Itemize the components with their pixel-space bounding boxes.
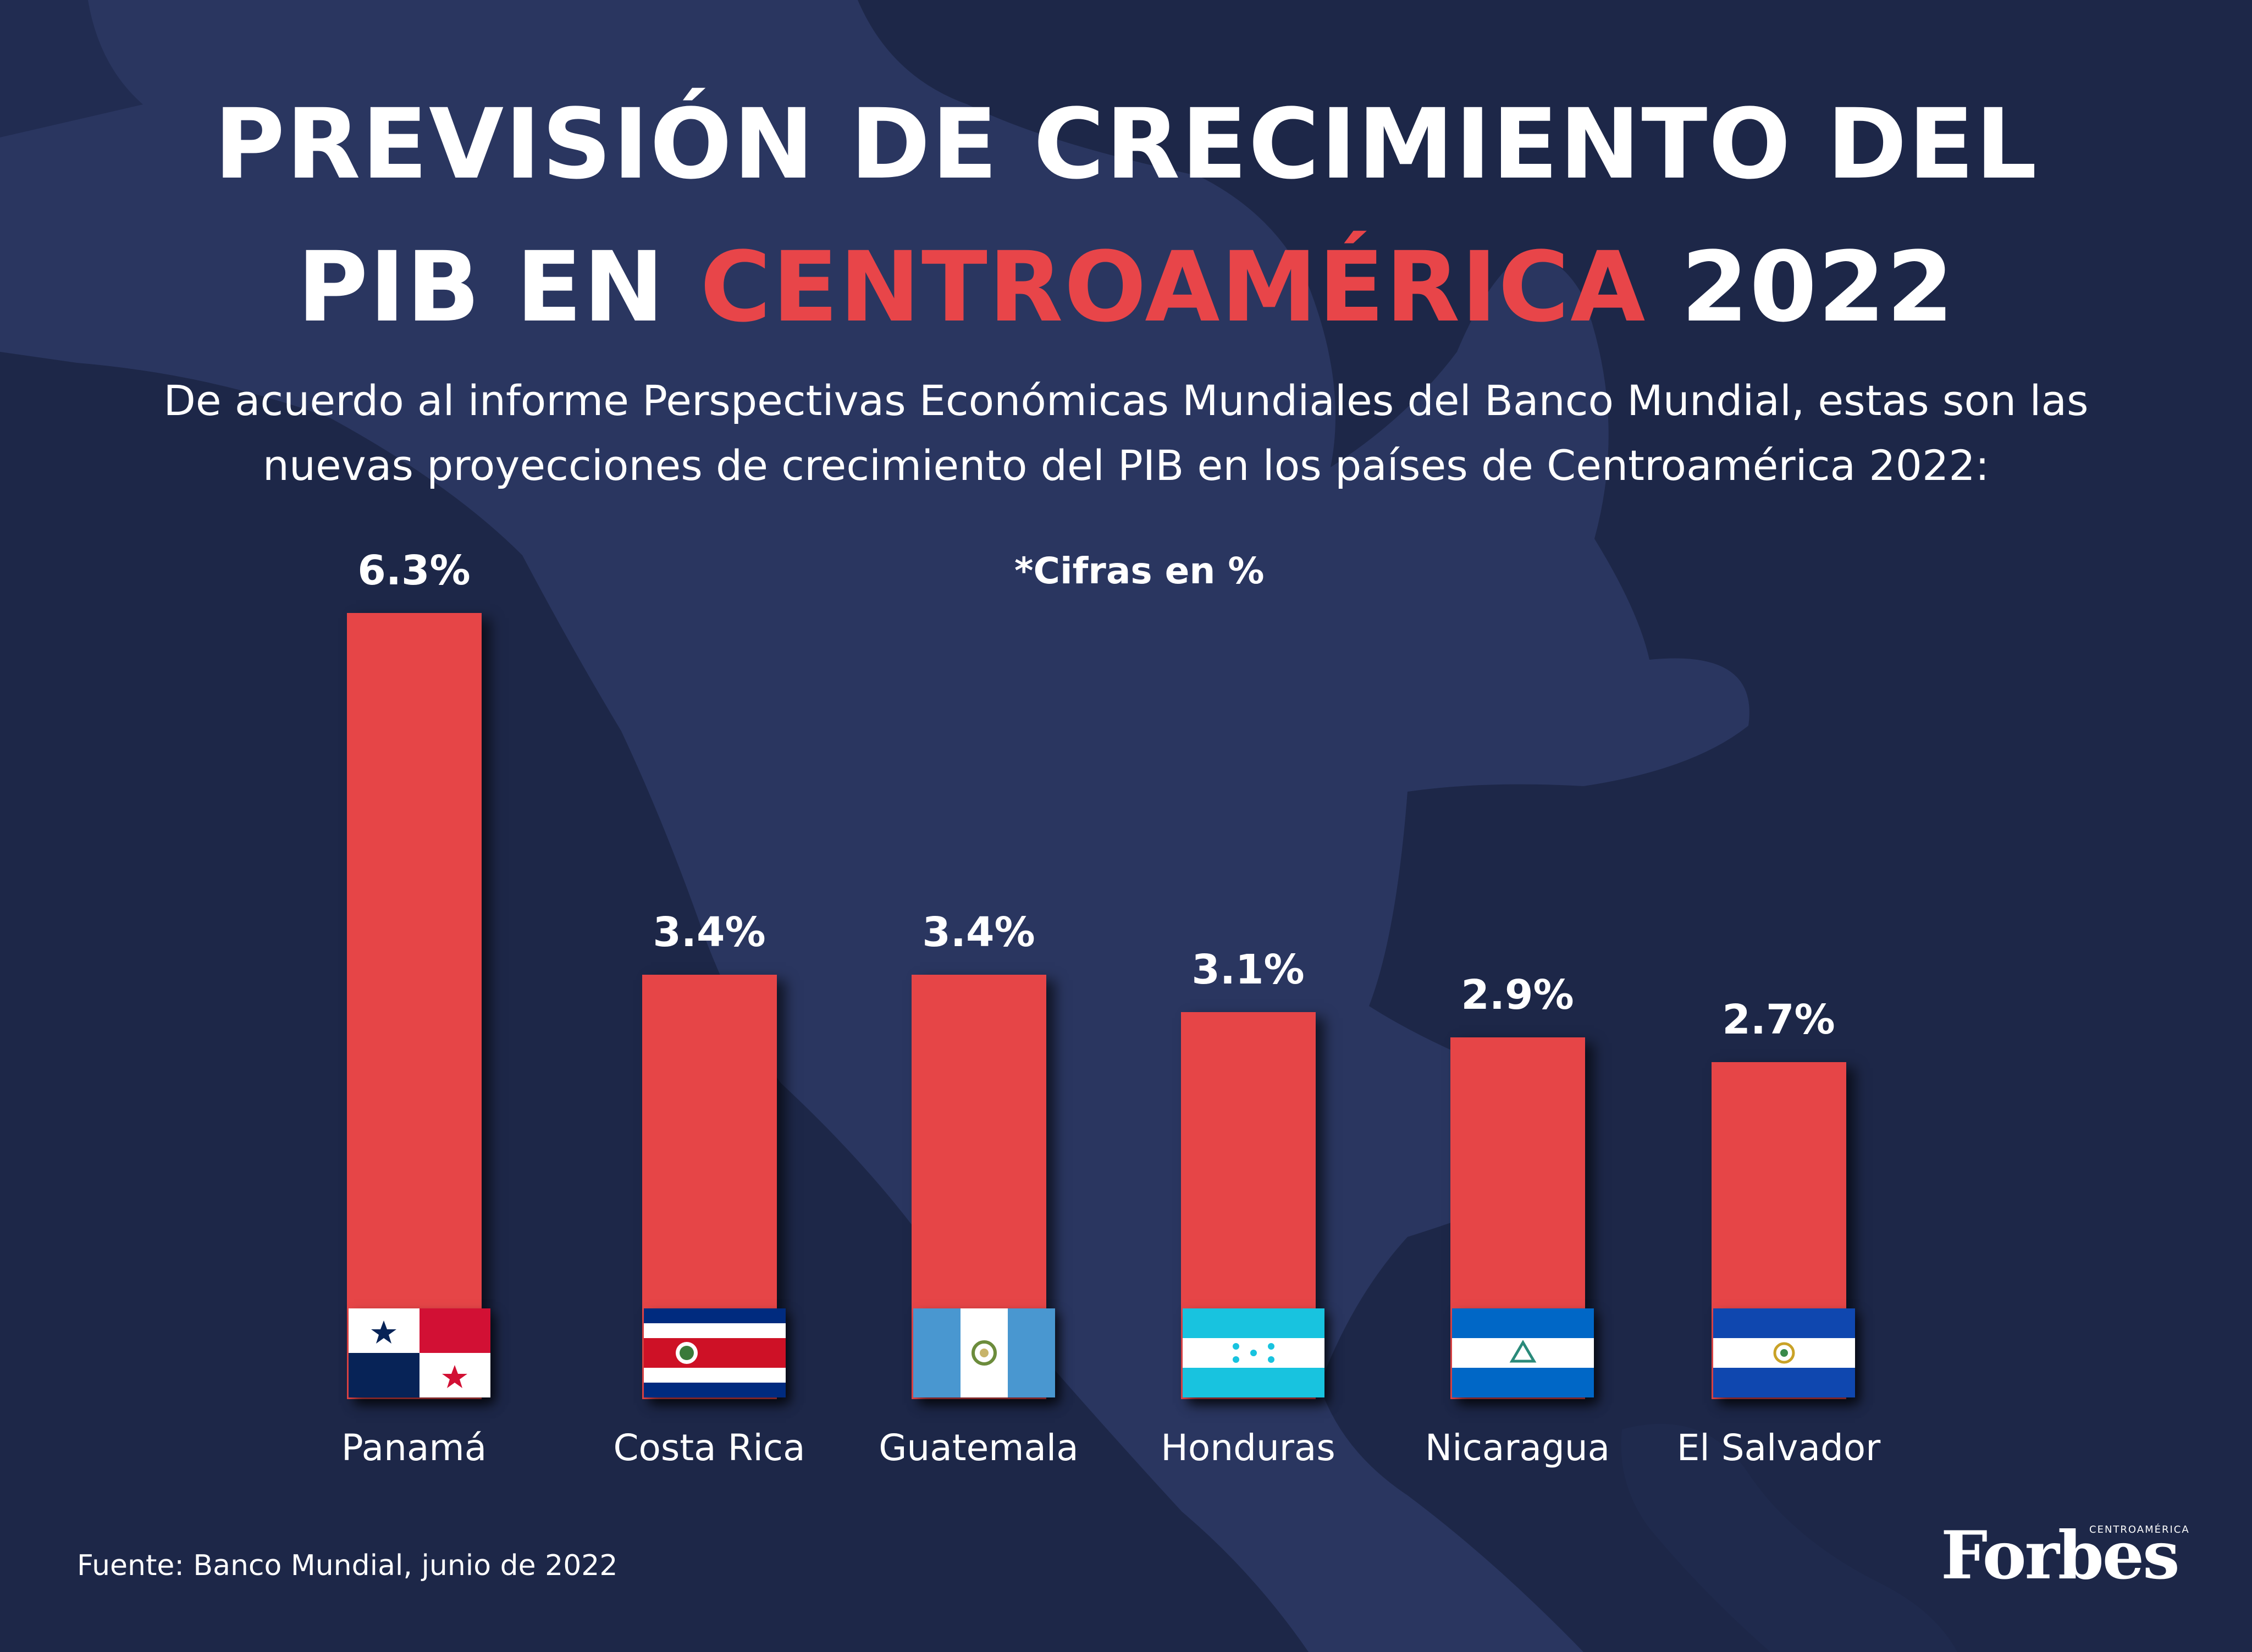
data-label-2: 3.4%: [653, 909, 766, 956]
subtitle-line-2: nuevas proyecciones de crecimiento del P…: [262, 441, 1990, 490]
nicaragua-flag-icon: [1452, 1308, 1594, 1397]
title-year: 2022: [1681, 231, 1955, 344]
category-label-5: Nicaragua: [1425, 1427, 1610, 1469]
costa-rica-flag-icon: [644, 1308, 786, 1397]
units-note: *Cifras en %: [1014, 550, 1265, 592]
data-label-6: 2.7%: [1722, 996, 1835, 1043]
category-label-3: Guatemala: [879, 1427, 1079, 1469]
data-label-4: 3.1%: [1191, 946, 1305, 993]
category-label-1: Panamá: [341, 1427, 487, 1469]
chart-title-line-1: PREVISIÓN DE CRECIMIENTO DEL: [214, 88, 2038, 201]
forbes-logo: Forbes: [1941, 1517, 2180, 1594]
chart-title-line-2: PIB EN CENTROAMÉRICA 2022: [0, 239, 2252, 336]
el-salvador-flag-icon: [1713, 1308, 1855, 1397]
category-label-6: El Salvador: [1676, 1427, 1881, 1469]
bar-1: [346, 613, 482, 1399]
honduras-flag-icon: [1183, 1308, 1324, 1397]
guatemala-flag-icon: [913, 1308, 1055, 1397]
data-label-3: 3.4%: [922, 909, 1035, 956]
subtitle-line-1: De acuerdo al informe Perspectivas Econó…: [163, 376, 2089, 425]
data-label-5: 2.9%: [1461, 971, 1574, 1019]
category-label-2: Costa Rica: [613, 1427, 805, 1469]
title-highlight: CENTROAMÉRICA: [700, 231, 1647, 344]
data-label-1: 6.3%: [357, 547, 471, 594]
panama-flag-icon: [349, 1308, 490, 1397]
brand-subtitle: CENTROAMÉRICA: [2089, 1524, 2190, 1535]
source-note: Fuente: Banco Mundial, junio de 2022: [77, 1549, 618, 1582]
category-label-4: Honduras: [1161, 1427, 1335, 1469]
title-pib-en: PIB EN: [297, 231, 665, 344]
